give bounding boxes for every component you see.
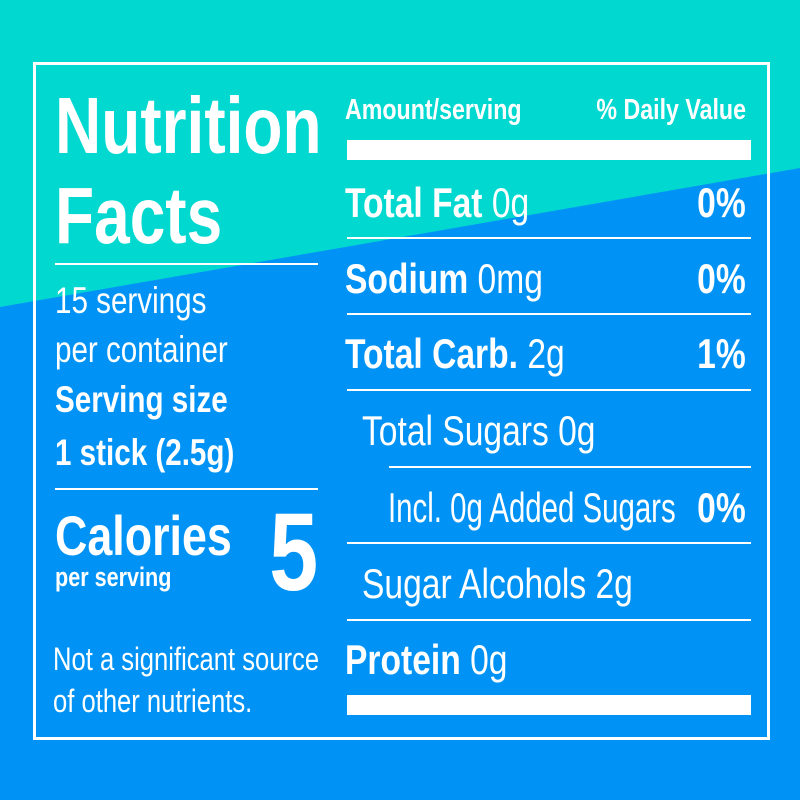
dv-added-sugars: 0% [697,484,746,531]
thick-bar [347,695,751,715]
thick-bar [347,140,751,160]
label-border [33,62,770,740]
nutrient-total-fat: Total Fat 0g [345,179,530,226]
calories-value: 5 [269,491,318,614]
nutrient-total-carb: Total Carb. 2g [345,330,565,377]
dv-total-fat: 0% [697,179,746,226]
servings-count: 15 servings [55,280,207,321]
nutrient-added-sugars: Incl. 0g Added Sugars [388,484,676,531]
divider [347,619,751,621]
footnote-line2: of other nutrients. [53,683,253,719]
calories-sub: per serving [55,562,172,592]
nutrient-sodium: Sodium 0mg [345,255,543,302]
divider [347,313,751,315]
serving-size-label: Serving size [55,379,228,420]
dv-sodium: 0% [697,255,746,302]
dv-total-carb: 1% [697,330,746,377]
serving-size-value: 1 stick (2.5g) [55,432,235,473]
divider [347,542,751,544]
divider [389,466,751,468]
servings-per-container: per container [55,329,228,370]
footnote-line1: Not a significant source [53,641,320,677]
calories-label: Calories [55,504,232,567]
amount-header: Amount/serving [345,94,522,126]
divider [55,488,318,490]
nutrient-total-sugars: Total Sugars 0g [362,407,596,454]
dv-header: % Daily Value [596,94,746,126]
nutrient-sugar-alcohols: Sugar Alcohols 2g [362,560,633,607]
title-line2: Facts [55,171,223,260]
divider [347,389,751,391]
divider [347,237,751,239]
nutrient-protein: Protein 0g [345,636,508,683]
divider [55,263,318,265]
title-line1: Nutrition [55,81,322,170]
